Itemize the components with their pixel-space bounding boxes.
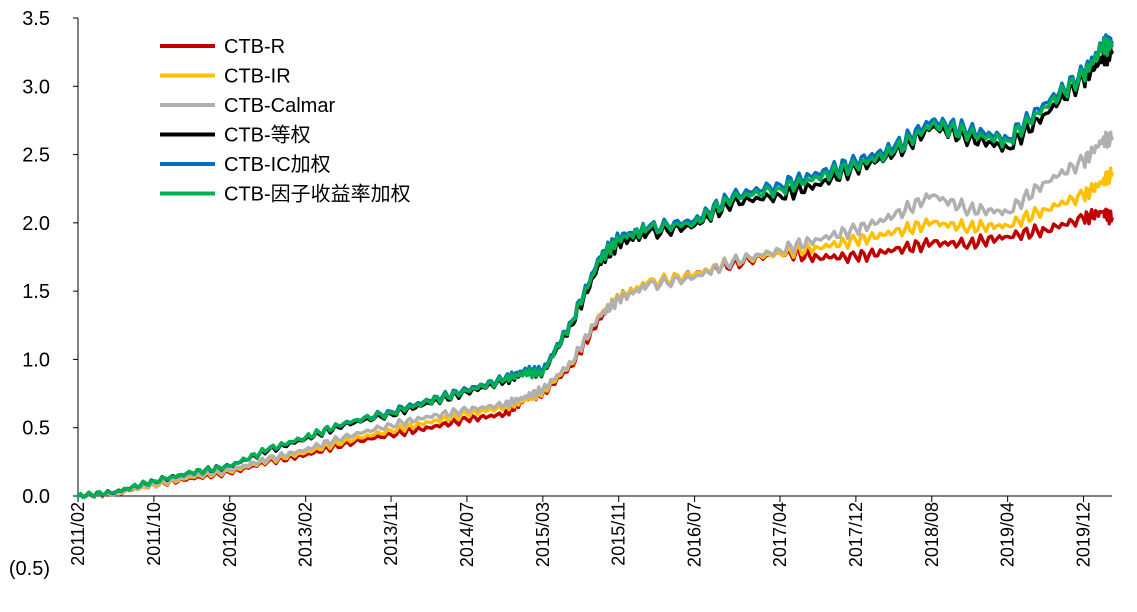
y-tick-label: 0.5	[22, 418, 50, 440]
y-tick-label: 2.0	[22, 213, 50, 235]
legend: CTB-R CTB-IR CTB-Calmar CTB-等权 CTB-IC加权 CTB-因…	[160, 36, 411, 206]
y-tick-label: 0.0	[22, 486, 50, 508]
y-tick-label: 3.0	[22, 76, 50, 98]
x-tick-label: 2016/07	[685, 502, 705, 567]
series-line	[76, 166, 1114, 499]
series-lines	[76, 33, 1114, 500]
x-tick-label: 2017/12	[846, 502, 866, 567]
series-line	[76, 130, 1114, 500]
chart-axes	[77, 18, 1112, 502]
series-line	[76, 207, 1114, 499]
x-axis-ticks: 2011/02 2011/10 2012/06 2013/02 2013/11 2014/…	[68, 496, 1094, 567]
y-tick-label: 3.5	[22, 8, 50, 30]
x-tick-label: 2012/06	[220, 502, 240, 567]
x-tick-label: 2015/03	[533, 502, 553, 567]
y-tick-label: 2.5	[22, 145, 50, 167]
legend-label: CTB-IR	[224, 66, 291, 88]
x-tick-label: 2019/04	[998, 502, 1018, 567]
series-line	[76, 36, 1114, 500]
x-tick-label: 2013/02	[296, 502, 316, 567]
y-axis-ticks: (0.5) 0.0 0.5 1.0 1.5 2.0 2.5 3.0 3.5	[9, 8, 78, 580]
y-tick-label: 1.0	[22, 349, 50, 371]
x-tick-label: 2014/07	[457, 502, 477, 567]
x-tick-label: 2011/02	[68, 502, 88, 566]
x-tick-label: 2019/12	[1074, 502, 1094, 567]
y-tick-label: (0.5)	[9, 558, 50, 580]
legend-label: CTB-因子收益率加权	[224, 183, 411, 206]
legend-label: CTB-R	[224, 36, 285, 58]
y-tick-label: 1.5	[22, 281, 50, 303]
x-tick-label: 2017/04	[770, 502, 790, 567]
x-tick-label: 2011/10	[144, 502, 164, 566]
x-tick-label: 2018/08	[922, 502, 942, 567]
legend-label: CTB-等权	[224, 124, 311, 147]
x-tick-label: 2013/11	[381, 502, 401, 566]
x-tick-label: 2015/11	[609, 502, 629, 566]
legend-label: CTB-IC加权	[224, 153, 331, 176]
legend-label: CTB-Calmar	[224, 95, 335, 117]
